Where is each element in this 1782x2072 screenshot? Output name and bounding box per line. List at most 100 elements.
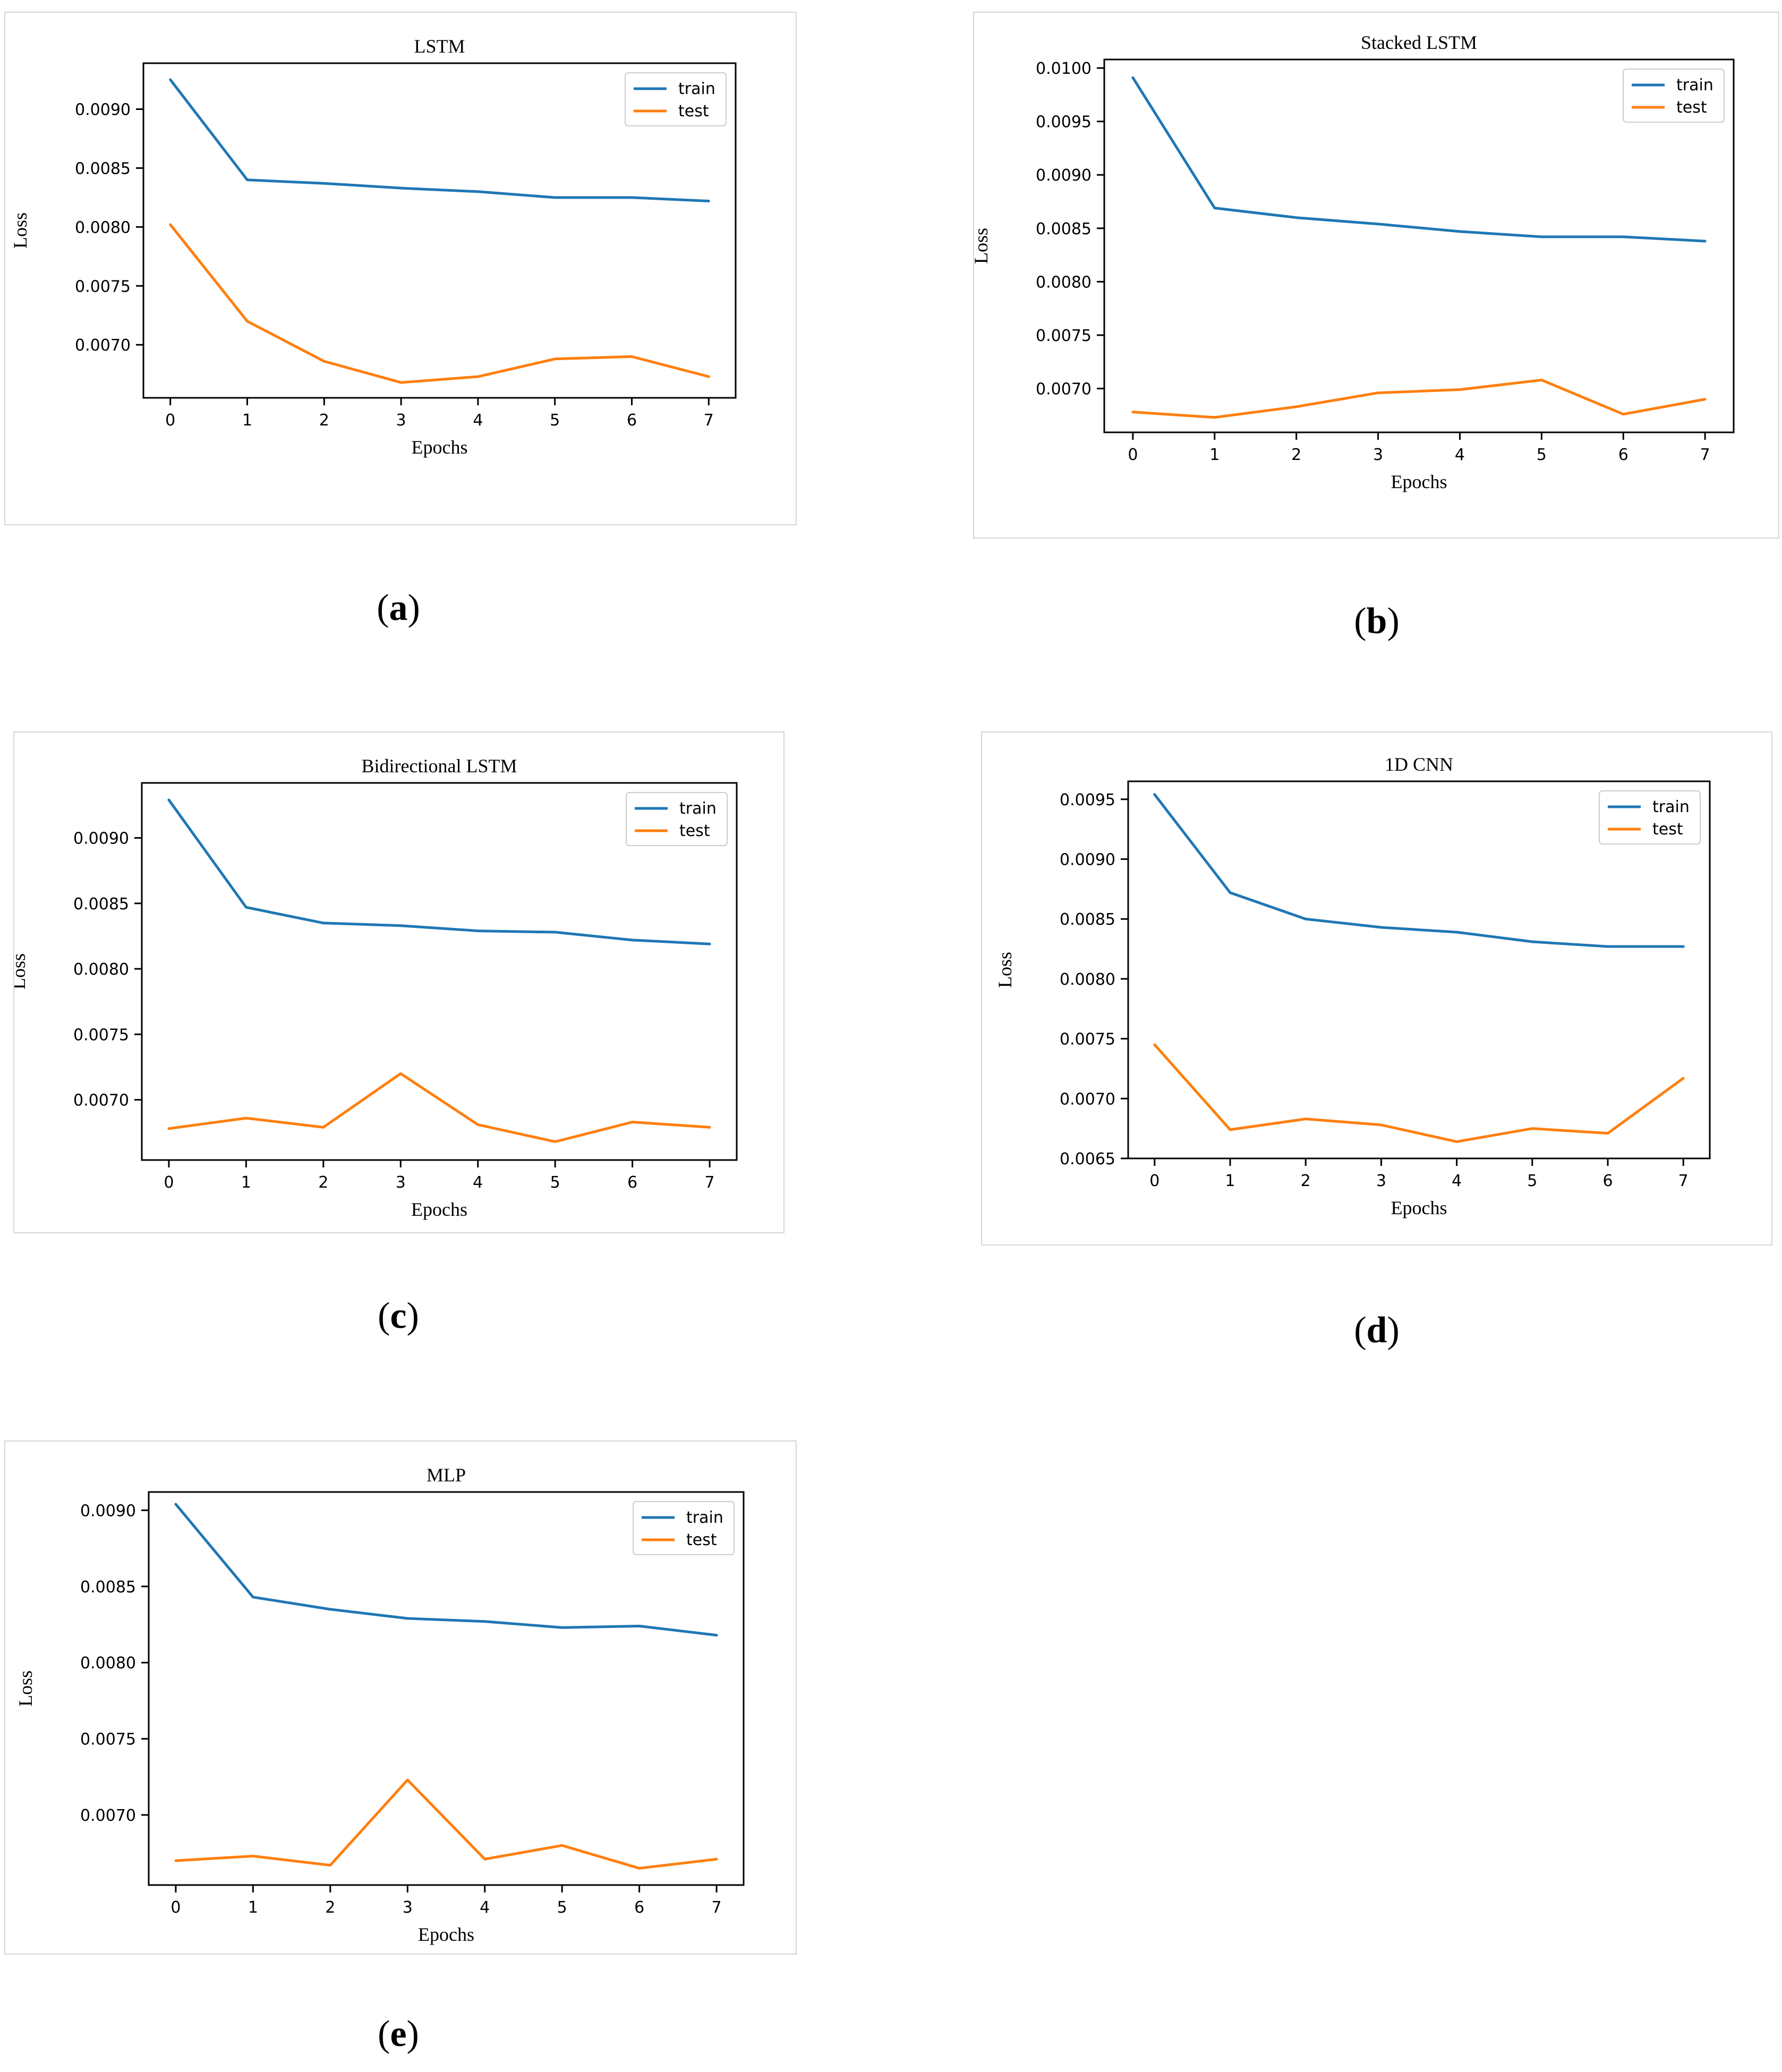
y-tick-label: 0.0085 — [1060, 910, 1115, 929]
x-tick-label: 7 — [1700, 446, 1710, 464]
y-tick-label: 0.0090 — [80, 1502, 136, 1520]
y-tick-label: 0.0070 — [73, 1092, 129, 1110]
x-tick-label: 2 — [1291, 446, 1301, 464]
chart-title: 1D CNN — [1385, 754, 1453, 775]
chart-panel-c: Bidirectional LSTM 0.0070 0.0075 0.0080 0.00… — [13, 731, 785, 1233]
y-tick-label: 0.0070 — [1060, 1090, 1115, 1109]
x-tick-label: 5 — [1527, 1172, 1537, 1190]
y-tick-label: 0.0085 — [75, 159, 131, 178]
y-axis-label: Loss — [14, 953, 29, 990]
y-tick-label: 0.0095 — [1036, 113, 1092, 132]
x-tick-label: 7 — [1678, 1172, 1689, 1190]
caption-e: (e) — [378, 2014, 419, 2054]
caption-c: (c) — [378, 1295, 419, 1336]
y-tick-label: 0.0080 — [75, 218, 131, 237]
legend-label-test: test — [686, 1531, 717, 1549]
y-tick-label: 0.0075 — [1060, 1030, 1115, 1049]
x-tick-label: 0 — [164, 1173, 174, 1192]
plot-frame — [148, 1491, 745, 1886]
x-tick-label: 4 — [473, 411, 483, 430]
y-tick-label: 0.0080 — [1060, 970, 1115, 989]
x-tick-label: 2 — [325, 1898, 335, 1917]
legend-label-train: train — [679, 799, 717, 818]
series-line-test — [169, 223, 710, 384]
y-tick-label: 0.0085 — [73, 895, 129, 914]
chart-c-svg: Bidirectional LSTM 0.0070 0.0075 0.0080 0.00… — [14, 755, 738, 1220]
x-tick-label: 3 — [403, 1898, 413, 1917]
series-line-train — [1153, 793, 1685, 948]
x-axis-label: Epochs — [1391, 1197, 1447, 1218]
legend-box — [1599, 790, 1701, 845]
x-tick-label: 5 — [557, 1898, 567, 1917]
plot-frame — [1127, 780, 1711, 1159]
y-tick-label: 0.0070 — [1036, 380, 1092, 399]
x-axis-label: Epochs — [418, 1924, 474, 1945]
x-tick-label: 7 — [704, 411, 714, 430]
x-tick-label: 2 — [1301, 1172, 1311, 1190]
x-tick-label: 2 — [319, 411, 329, 430]
x-tick-label: 3 — [396, 411, 406, 430]
y-axis-label: Loss — [15, 1670, 36, 1707]
series-line-train — [174, 1503, 718, 1637]
plot-frame — [142, 62, 737, 399]
x-tick-label: 6 — [1602, 1172, 1613, 1190]
plot-frame — [141, 782, 738, 1161]
x-tick-label: 6 — [1618, 446, 1628, 464]
x-axis-label: Epochs — [1391, 471, 1447, 492]
legend-label-test: test — [1652, 820, 1683, 839]
legend-box — [1623, 69, 1725, 123]
y-tick-label: 0.0090 — [1036, 166, 1092, 185]
x-tick-label: 4 — [1455, 446, 1465, 464]
chart-title: Stacked LSTM — [1361, 32, 1477, 53]
caption-a: (a) — [377, 587, 420, 628]
series-line-train — [1131, 76, 1707, 243]
y-tick-label: 0.0075 — [80, 1730, 136, 1749]
x-tick-label: 1 — [1225, 1172, 1235, 1190]
y-tick-label: 0.0085 — [1036, 220, 1092, 238]
x-tick-label: 7 — [712, 1898, 722, 1917]
x-tick-label: 5 — [1537, 446, 1547, 464]
legend-label-test: test — [1676, 98, 1707, 117]
y-tick-label: 0.0070 — [80, 1806, 136, 1825]
series-line-test — [174, 1778, 718, 1870]
y-tick-label: 0.0090 — [73, 830, 129, 848]
caption-b: (b) — [1354, 601, 1400, 642]
x-tick-label: 4 — [1452, 1172, 1462, 1190]
x-tick-label: 5 — [550, 1173, 560, 1192]
x-tick-label: 0 — [1128, 446, 1138, 464]
x-tick-label: 3 — [1373, 446, 1383, 464]
x-tick-label: 6 — [627, 1173, 637, 1192]
y-tick-label: 0.0090 — [1060, 851, 1115, 869]
y-tick-label: 0.0075 — [75, 277, 131, 296]
x-tick-label: 1 — [241, 1173, 251, 1192]
caption-d: (d) — [1354, 1310, 1400, 1351]
legend-label-train: train — [1676, 76, 1713, 95]
y-tick-label: 0.0080 — [1036, 273, 1092, 292]
x-axis-label: Epochs — [411, 1199, 467, 1220]
chart-panel-d: 1D CNN 0.0065 0.0070 0.0075 0.0080 0.0085 0.00… — [981, 731, 1772, 1246]
series-line-train — [167, 798, 711, 945]
x-tick-label: 0 — [1149, 1172, 1159, 1190]
legend-label-train: train — [678, 80, 715, 98]
chart-e-svg: MLP 0.0070 0.0075 0.0080 0.0085 0.0090 0 1 2 3 4 5 6… — [15, 1464, 745, 1945]
y-tick-label: 0.0070 — [75, 336, 131, 355]
legend-box — [633, 1501, 735, 1555]
x-tick-label: 2 — [318, 1173, 328, 1192]
y-tick-label: 0.0090 — [75, 101, 131, 120]
x-tick-label: 6 — [627, 411, 637, 430]
y-tick-label: 0.0085 — [80, 1578, 136, 1597]
x-tick-label: 1 — [1209, 446, 1220, 464]
chart-panel-a: LSTM 0.0070 0.0075 0.0080 0.0085 0.0090 0 1 2 3 4 5… — [4, 12, 797, 525]
y-tick-label: 0.0095 — [1060, 791, 1115, 809]
series-line-test — [1153, 1043, 1685, 1143]
y-tick-label: 0.0100 — [1036, 59, 1092, 78]
chart-title: LSTM — [414, 36, 465, 57]
legend-box — [625, 72, 727, 126]
y-tick-label: 0.0080 — [73, 960, 129, 979]
y-tick-label: 0.0075 — [73, 1026, 129, 1044]
plot-frame — [1103, 58, 1735, 433]
series-line-test — [1131, 378, 1707, 419]
x-tick-label: 1 — [248, 1898, 258, 1917]
x-tick-label: 5 — [550, 411, 560, 430]
x-tick-label: 4 — [473, 1173, 483, 1192]
